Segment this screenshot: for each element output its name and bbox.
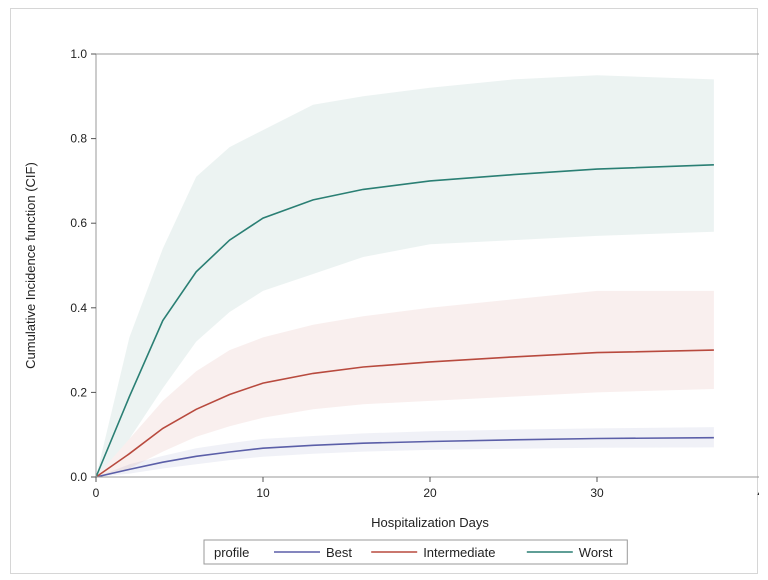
confidence-bands	[96, 75, 714, 477]
y-tick-label: 0.4	[70, 301, 87, 315]
band-worst	[96, 75, 714, 477]
cif-chart: 0 10 20 30 40 0.0 0.2 0.4 0.6 0.8 1.0 Hospitaliza…	[23, 47, 768, 565]
legend: profile Best Intermediate Worst	[203, 539, 628, 565]
band-intermediate	[96, 290, 714, 477]
line-intermediate	[95, 349, 714, 478]
x-tick-label: 20	[423, 486, 437, 500]
line-worst	[95, 164, 714, 478]
chart-frame: 0 10 20 30 40 0.0 0.2 0.4 0.6 0.8 1.0 Hospitaliza…	[10, 8, 768, 574]
legend-label-best: Best	[326, 545, 352, 560]
y-axis: 0.0 0.2 0.4 0.6 0.8 1.0	[70, 47, 96, 484]
series-lines	[95, 164, 714, 478]
legend-title: profile	[214, 545, 249, 560]
y-tick-label: 0.0	[70, 470, 87, 484]
x-tick-label: 0	[93, 486, 100, 500]
legend-label-worst: Worst	[579, 545, 613, 560]
x-axis-title: Hospitalization Days	[371, 515, 489, 530]
line-best	[95, 436, 714, 478]
legend-label-intermediate: Intermediate	[423, 545, 495, 560]
x-tick-label: 40	[757, 486, 759, 500]
x-tick-label: 10	[256, 486, 270, 500]
y-tick-label: 0.8	[70, 132, 87, 146]
y-tick-label: 1.0	[70, 47, 87, 61]
y-tick-label: 0.2	[70, 385, 87, 399]
y-tick-label: 0.6	[70, 216, 87, 230]
x-tick-label: 30	[590, 486, 604, 500]
x-axis: 0 10 20 30 40	[93, 477, 768, 500]
y-axis-title: Cumulative Incidence function (CIF)	[23, 162, 38, 369]
